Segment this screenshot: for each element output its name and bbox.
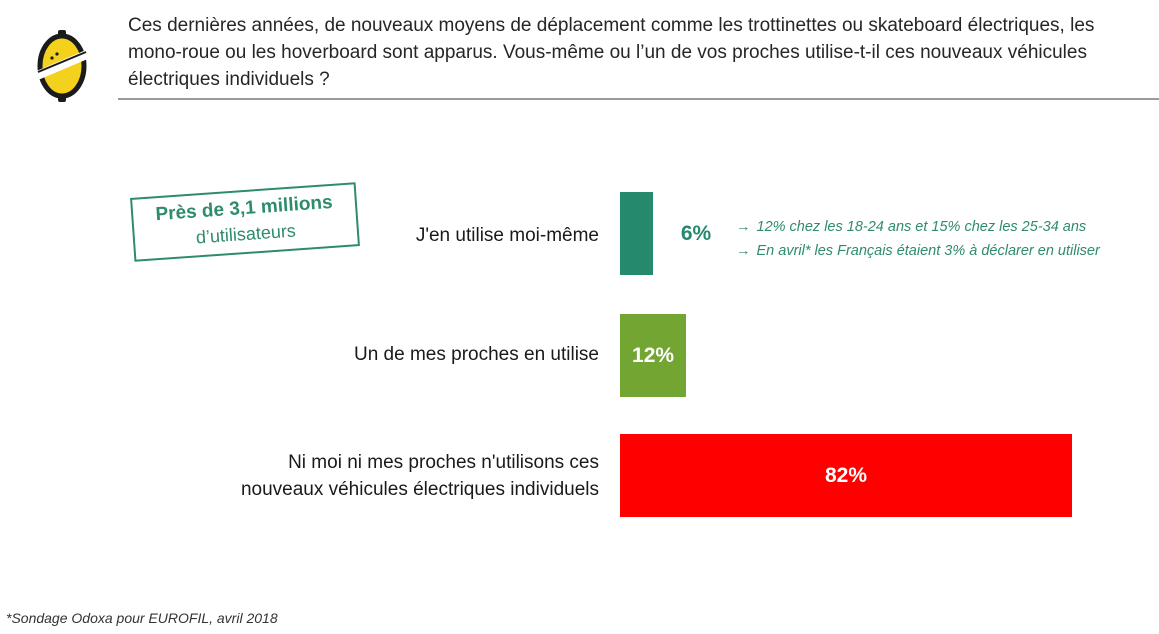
side-notes: → 12% chez les 18-24 ans et 15% chez les …: [736, 215, 1100, 263]
category-label-relatives: Un de mes proches en utilise: [354, 341, 599, 368]
note-april-survey: → En avril* les Français étaient 3% à déc…: [736, 239, 1100, 263]
bar-relatives: [620, 314, 687, 397]
value-label-relatives: 12%: [632, 343, 675, 367]
category-label-line: Un de mes proches en utilise: [353, 344, 599, 365]
lemon-logo-icon: [30, 24, 94, 104]
category-label-line: Ni moi ni mes proches n'utilisons ces: [288, 452, 599, 473]
category-label-nobody: Ni moi ni mes proches n'utilisons ces no…: [241, 449, 599, 503]
header-divider: [118, 98, 1159, 100]
arrow-right-icon: →: [736, 243, 751, 259]
users-callout: Près de 3,1 millions d’utilisateurs: [130, 182, 360, 262]
category-label-self: J'en utilise moi-même: [416, 222, 599, 249]
arrow-right-icon: →: [736, 219, 751, 235]
value-label-nobody: 82%: [824, 463, 868, 487]
survey-question: Ces dernières années, de nouveaux moyens…: [128, 15, 1095, 90]
category-label-line: nouveaux véhicules électriques individue…: [240, 479, 599, 500]
note-text: En avril* les Français étaient 3% à décl…: [756, 243, 1100, 259]
bar-nobody: [620, 434, 1072, 517]
value-label-self: 6%: [680, 221, 712, 245]
note-text: 12% chez les 18-24 ans et 15% chez les 2…: [756, 219, 1087, 235]
bar-self: [620, 192, 654, 275]
note-age-breakdown: → 12% chez les 18-24 ans et 15% chez les …: [736, 215, 1100, 239]
source-footnote: *Sondage Odoxa pour EUROFIL, avril 2018: [6, 610, 278, 626]
category-label-line: J'en utilise moi-même: [415, 225, 599, 246]
